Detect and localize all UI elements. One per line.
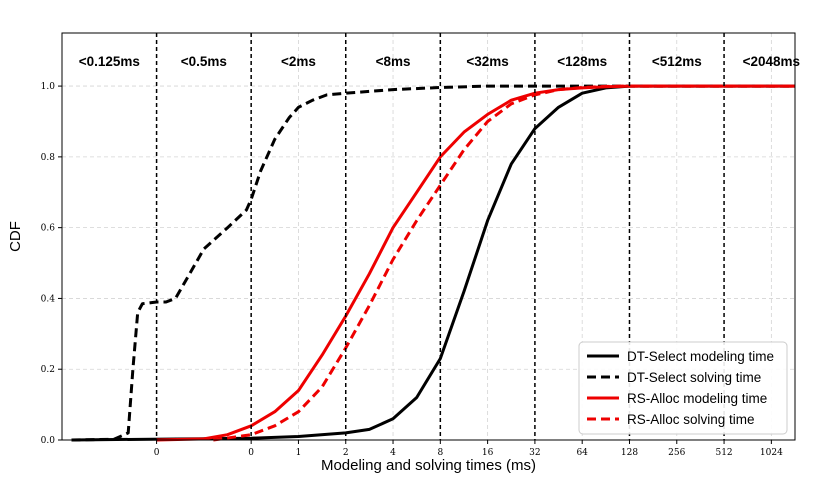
x-tick-label: 4 bbox=[390, 448, 396, 458]
series-layer bbox=[71, 84, 795, 442]
region-label: <0.5ms bbox=[181, 54, 227, 69]
region-label: <2ms bbox=[281, 54, 316, 69]
legend: DT-Select modeling time DT-Select solving… bbox=[578, 341, 788, 435]
x-tick-label: 0 bbox=[154, 448, 160, 458]
tick-layer: 0 0 1 2 4 8 16 32 64 128 256 512 1024 0.0 0.2 0.4 0.6 0.8… bbox=[41, 82, 783, 458]
x-tick-label: 128 bbox=[621, 448, 638, 458]
region-label: <128ms bbox=[557, 54, 607, 69]
x-tick-label: 2 bbox=[343, 448, 349, 458]
x-tick-label: 8 bbox=[437, 448, 443, 458]
region-label: <512ms bbox=[652, 54, 702, 69]
legend-label: DT-Select modeling time bbox=[627, 349, 774, 364]
x-tick-label: 0 bbox=[248, 448, 254, 458]
y-tick-label: 0.0 bbox=[41, 436, 56, 446]
region-label: <0.125ms bbox=[79, 54, 140, 69]
region-label: <2048ms bbox=[743, 54, 800, 69]
series-line-rs-alloc-solving-time bbox=[213, 84, 795, 442]
x-tick-label: 512 bbox=[715, 448, 732, 458]
legend-label: RS-Alloc solving time bbox=[627, 412, 755, 427]
x-tick-label: 64 bbox=[576, 448, 588, 458]
region-label: <32ms bbox=[466, 54, 508, 69]
x-tick-label: 16 bbox=[482, 448, 494, 458]
region-label: <8ms bbox=[376, 54, 411, 69]
x-tick-label: 1 bbox=[296, 448, 302, 458]
y-tick-label: 1.0 bbox=[41, 82, 56, 92]
y-tick-label: 0.4 bbox=[41, 294, 56, 304]
x-axis-label: Modeling and solving times (ms) bbox=[321, 457, 536, 474]
series-line-dt-select-modeling-time bbox=[71, 84, 795, 442]
x-tick-label: 256 bbox=[668, 448, 685, 458]
legend-label: RS-Alloc modeling time bbox=[627, 391, 767, 406]
legend-label: DT-Select solving time bbox=[627, 370, 761, 385]
x-tick-label: 32 bbox=[529, 448, 540, 458]
series-line-dt-select-solving-time bbox=[71, 84, 795, 442]
y-tick-label: 0.2 bbox=[41, 365, 55, 375]
plot-frame bbox=[61, 32, 796, 441]
region-labels: <0.125ms <0.5ms <2ms <8ms <32ms <128ms <512ms <… bbox=[79, 54, 800, 69]
y-axis-label: CDF bbox=[7, 221, 24, 252]
x-tick-label: 1024 bbox=[760, 448, 783, 458]
legend-box bbox=[578, 341, 788, 435]
y-tick-label: 0.6 bbox=[41, 224, 56, 234]
y-tick-label: 0.8 bbox=[41, 153, 56, 163]
